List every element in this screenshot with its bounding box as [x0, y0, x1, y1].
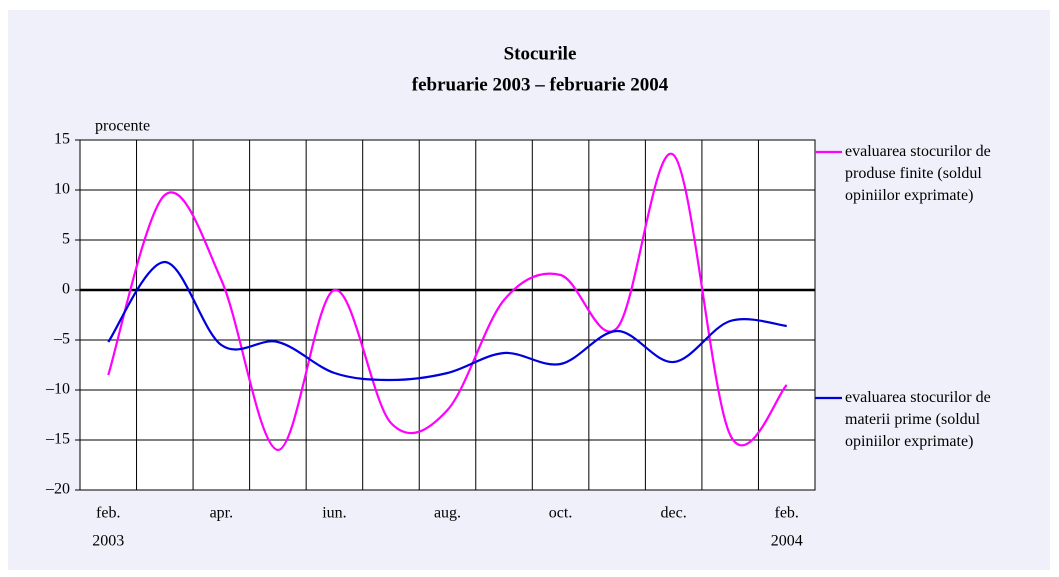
y-tick-label: –15 [45, 431, 70, 448]
x-tick-label: feb. [96, 505, 120, 522]
y-tick-label: –10 [45, 381, 70, 398]
x-tick-label: aug. [434, 505, 461, 522]
y-tick-label: –20 [45, 481, 70, 498]
x-tick-label: oct. [549, 505, 573, 522]
x-year-label: 2003 [92, 533, 124, 550]
plot-area [79, 139, 816, 491]
y-axis-label: procente [95, 118, 150, 135]
legend-label: evaluarea stocurilor de produse finite (… [845, 143, 991, 204]
x-year-label: 2004 [771, 533, 803, 550]
y-tick-label: 0 [62, 281, 70, 298]
y-tick-label: 5 [62, 231, 70, 248]
series-line [107, 152, 788, 452]
x-tick-label: feb. [775, 505, 799, 522]
chart-subtitle: februarie 2003 – februarie 2004 [412, 74, 669, 95]
x-tick-label: dec. [661, 505, 687, 522]
legend-label: evaluarea stocurilor de materii prime (s… [845, 389, 991, 450]
series-line [107, 260, 787, 382]
y-tick-label: –5 [53, 331, 70, 348]
y-tick-label: 10 [54, 181, 70, 198]
x-tick-label: apr. [210, 505, 234, 522]
chart-title: Stocurile [504, 43, 577, 64]
x-tick-label: iun. [322, 505, 346, 522]
y-tick-label: 15 [54, 131, 70, 148]
